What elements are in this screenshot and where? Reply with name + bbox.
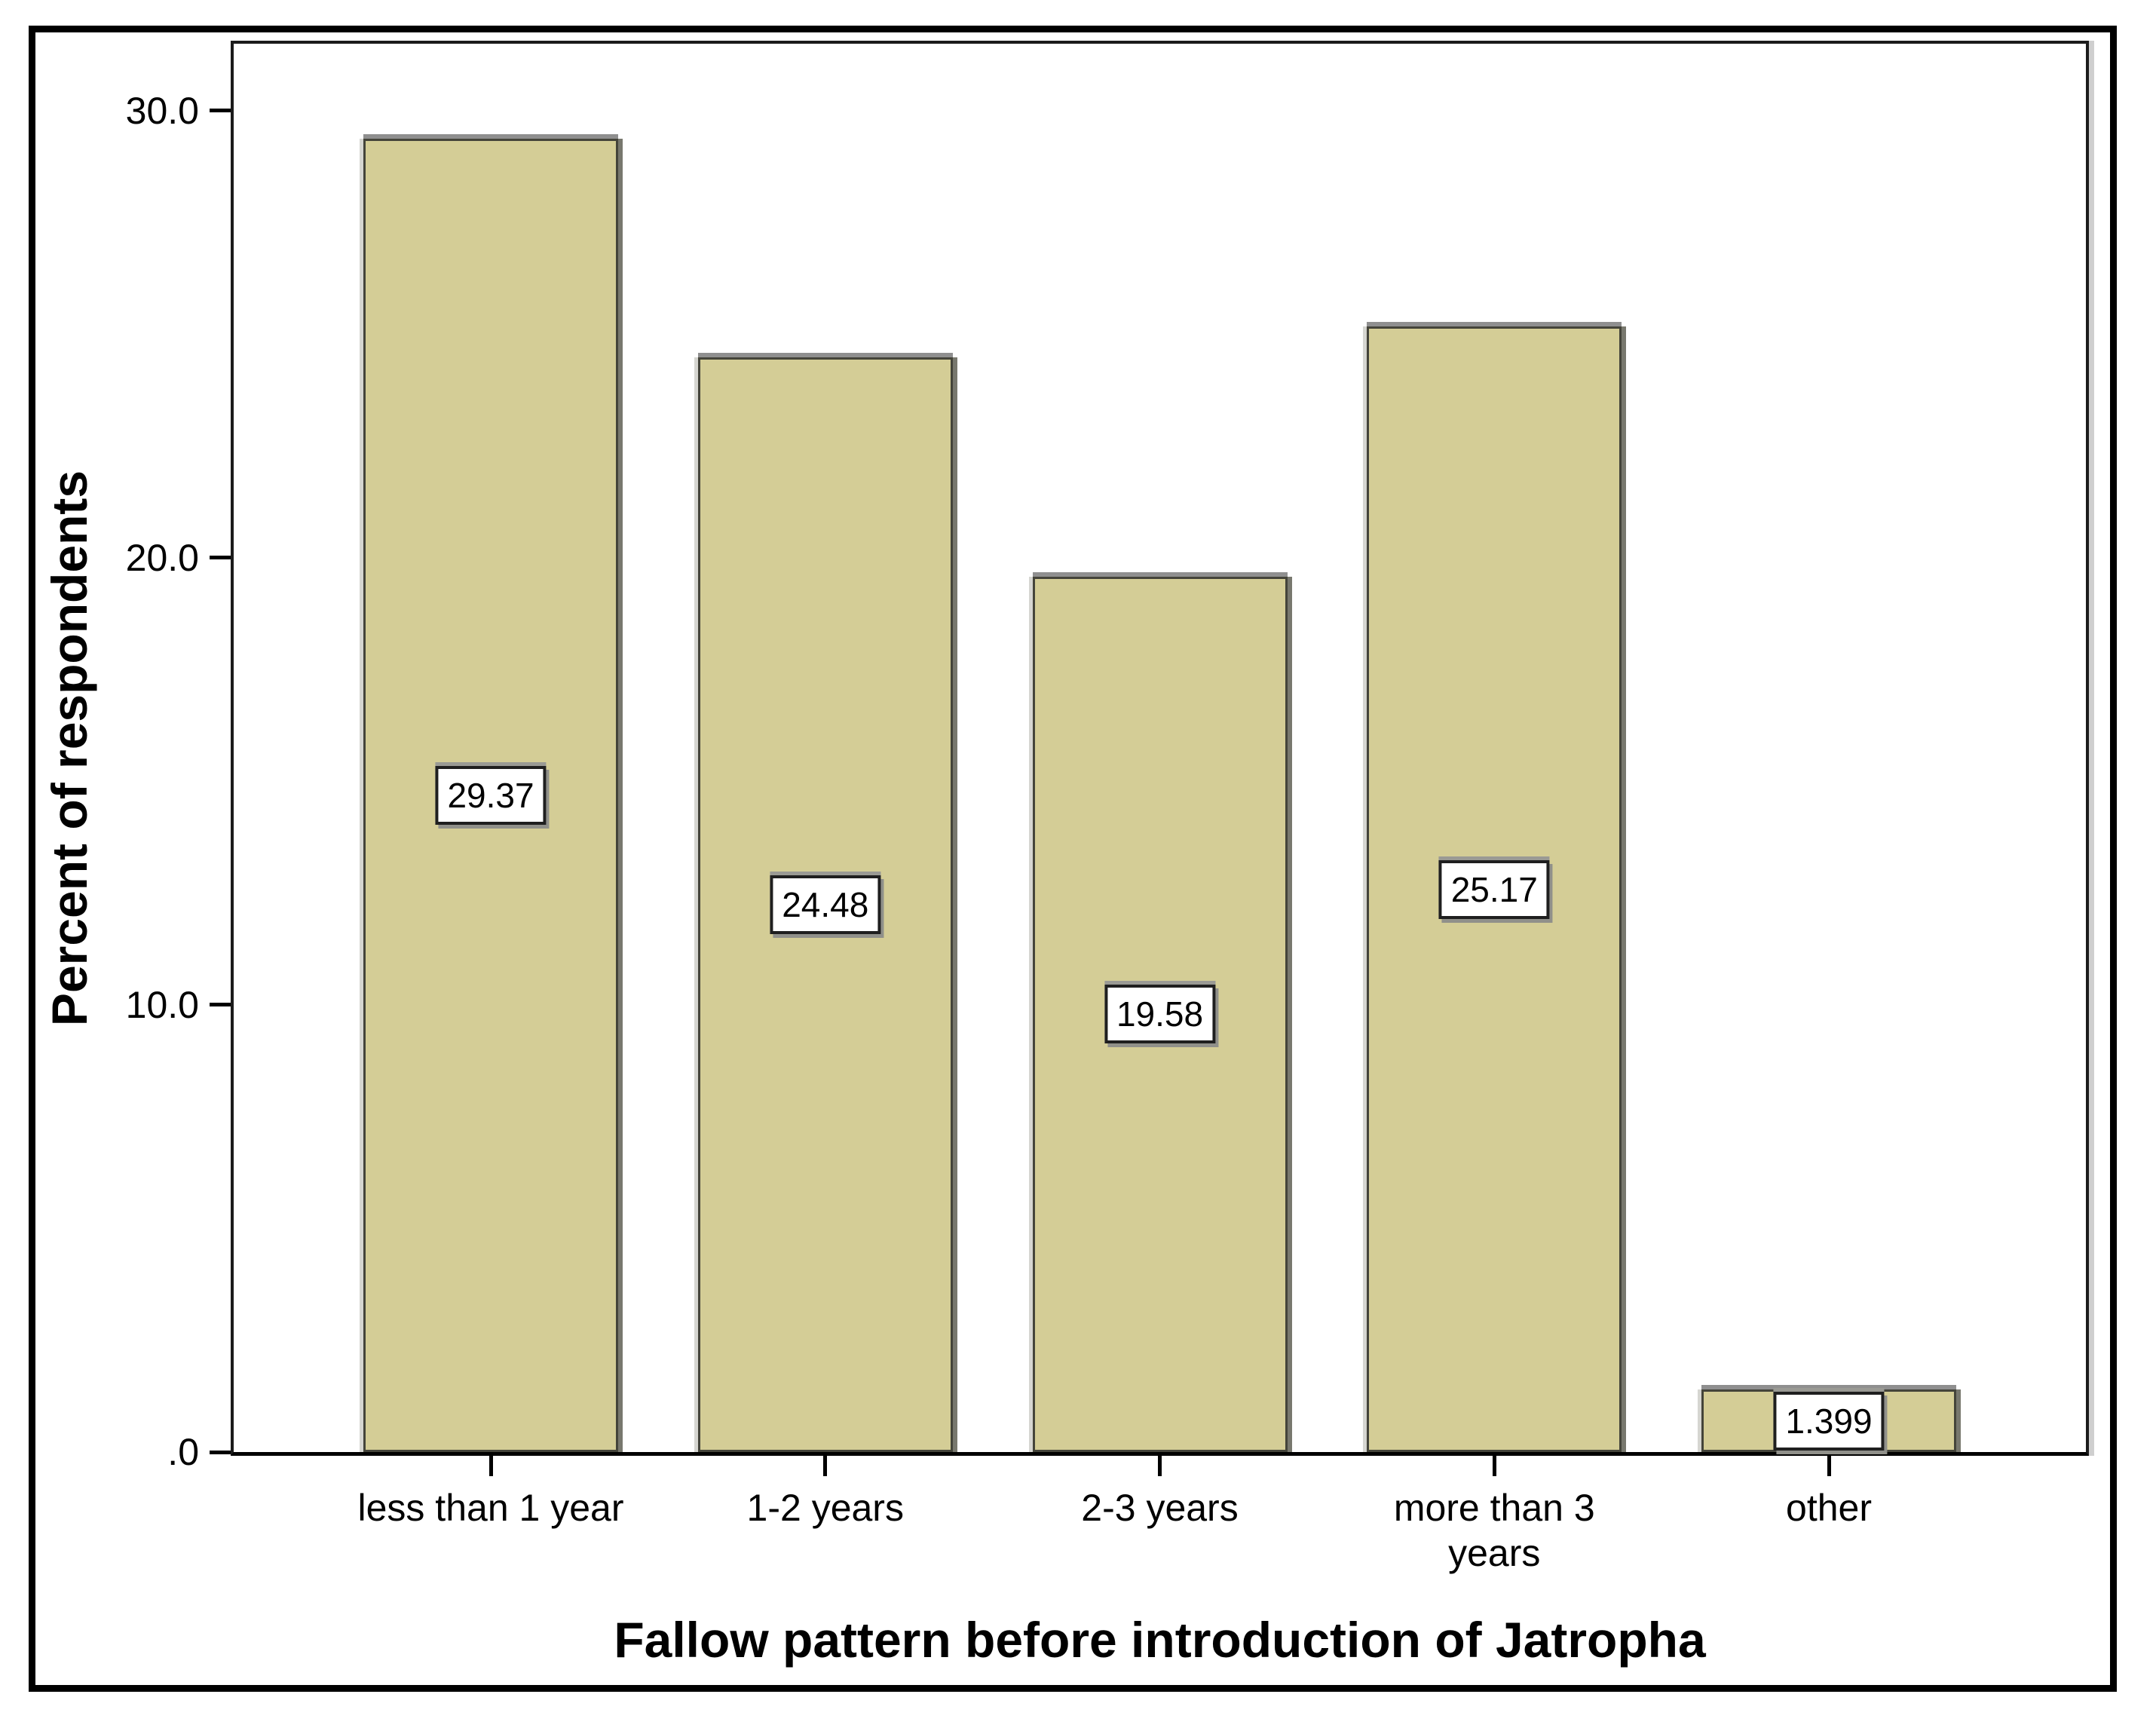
- x-tick-mark: [823, 1456, 828, 1476]
- x-tick-label: more than 3 years: [1393, 1487, 1595, 1574]
- x-tick-label: 1-2 years: [746, 1487, 904, 1529]
- y-axis-title: Percent of respondents: [41, 470, 97, 1027]
- plot-area: .0 10.0 20.0 30.0 less than 1 year 29.37 1-2 y…: [126, 41, 2089, 1574]
- y-tick-mark: [210, 1450, 231, 1454]
- x-tick-label: 2-3 years: [1081, 1487, 1239, 1529]
- y-tick-label: 30.0: [125, 89, 199, 132]
- x-tick-label: other: [1786, 1487, 1872, 1529]
- y-tick-mark: [210, 556, 231, 560]
- bar-value-label: 25.17: [1438, 859, 1550, 919]
- bar-value-label: 19.58: [1104, 985, 1216, 1044]
- y-tick-mark: [210, 1003, 231, 1007]
- figure-outer-border: [29, 26, 2117, 1692]
- x-tick-label: less than 1 year: [357, 1487, 624, 1529]
- x-tick-mark: [1158, 1456, 1162, 1476]
- y-tick-label: .0: [167, 1431, 199, 1473]
- bar-value-label: 1.399: [1773, 1391, 1885, 1451]
- x-tick-mark: [1827, 1456, 1831, 1476]
- y-tick-label: 20.0: [125, 536, 199, 579]
- y-tick-label: 10.0: [125, 983, 199, 1026]
- bar-value-label: 29.37: [435, 766, 547, 826]
- x-tick-mark: [488, 1456, 493, 1476]
- bar: [363, 139, 618, 1452]
- x-axis-title: Fallow pattern before introduction of Ja…: [614, 1612, 1706, 1668]
- x-tick-mark: [1492, 1456, 1496, 1476]
- bar-value-label: 24.48: [770, 875, 881, 935]
- y-tick-mark: [210, 109, 231, 113]
